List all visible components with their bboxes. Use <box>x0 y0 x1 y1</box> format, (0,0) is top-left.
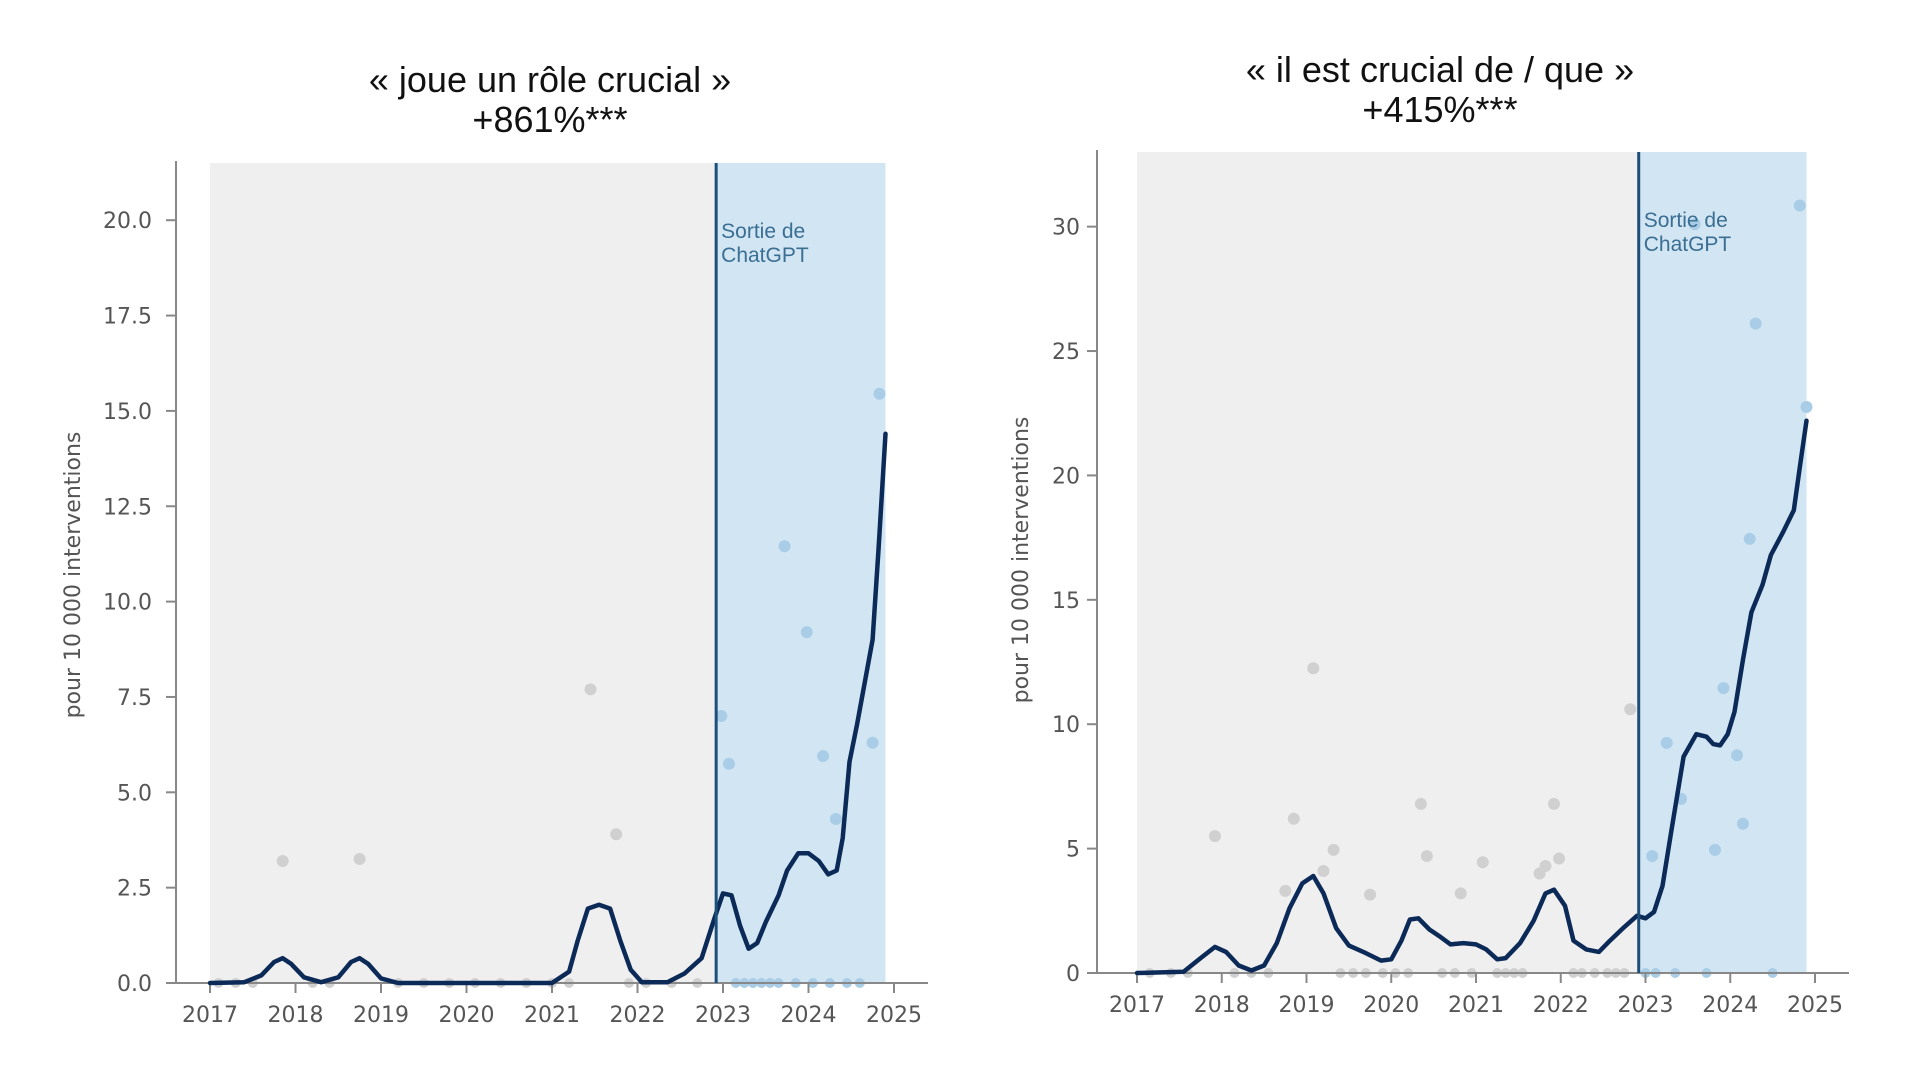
release-annotation-line: Sortie de <box>721 220 805 243</box>
x-tick-label: 2025 <box>866 1003 922 1028</box>
chart-subtitle-text: +415%*** <box>1362 89 1518 130</box>
scatter-point-pre <box>584 683 597 696</box>
scatter-point-pre <box>276 854 289 867</box>
scatter-point-post <box>829 813 842 825</box>
x-tick-label: 2024 <box>781 1003 837 1028</box>
scatter-point-pre <box>1327 843 1340 856</box>
y-tick-label: 5.0 <box>117 781 152 806</box>
scatter-point-pre <box>1317 864 1330 877</box>
scatter-point-post <box>1749 317 1762 330</box>
scatter-point-pre <box>1553 852 1566 865</box>
scatter-point-post <box>1736 817 1749 830</box>
scatter-point-post <box>800 626 813 639</box>
scatter-point-pre <box>1287 812 1300 825</box>
release-annotation-line: Sortie de <box>1644 209 1728 232</box>
scatter-point-pre <box>1307 662 1320 675</box>
chart-title-right: « il est crucial de / que » +415%*** <box>1090 50 1790 130</box>
scatter-point-pre <box>1476 856 1489 869</box>
x-tick-label: 2023 <box>695 1003 751 1028</box>
x-tick-label: 2018 <box>1194 993 1250 1018</box>
scatter-point-post <box>866 736 879 749</box>
scatter-point-post <box>873 387 886 400</box>
pre-release-region <box>210 163 717 983</box>
x-tick-label: 2018 <box>268 1003 324 1028</box>
y-tick-label: 15.0 <box>103 400 152 425</box>
x-tick-label: 2017 <box>182 1003 238 1028</box>
y-tick-label: 0 <box>1066 962 1080 987</box>
scatter-point-pre <box>353 853 366 866</box>
y-tick-label: 17.5 <box>103 305 152 330</box>
scatter-point-post <box>1717 682 1730 695</box>
chart-title-text: « joue un rôle crucial » <box>368 59 732 100</box>
scatter-point-post <box>1646 850 1659 863</box>
post-release-region <box>1638 152 1807 973</box>
scatter-point-post <box>1660 736 1673 749</box>
smoothed-trend-line <box>207 431 888 986</box>
scatter-point-post <box>1793 199 1806 212</box>
x-tick-label: 2019 <box>1279 993 1335 1018</box>
y-tick-label: 5 <box>1066 838 1080 863</box>
x-tick-label: 2020 <box>439 1003 495 1028</box>
scatter-point-post <box>1731 749 1744 762</box>
chart-title-text: « il est crucial de / que » <box>1245 49 1635 90</box>
y-tick-label: 15 <box>1052 589 1080 614</box>
scatter-point-post <box>778 540 791 553</box>
y-tick-label: 20 <box>1052 464 1080 489</box>
y-tick-label: 30 <box>1052 216 1080 241</box>
y-tick-label: 2.5 <box>117 877 152 902</box>
y-tick-label: 0.0 <box>117 972 152 997</box>
scatter-point-post <box>1688 218 1701 231</box>
release-annotation-line: ChatGPT <box>721 244 809 267</box>
y-tick-label: 7.5 <box>117 686 152 711</box>
scatter-point-post <box>817 750 830 763</box>
release-annotation-line: ChatGPT <box>1644 233 1732 256</box>
scatter-point-pre <box>610 828 623 841</box>
scatter-point-pre <box>1454 887 1467 900</box>
x-tick-label: 2024 <box>1702 993 1758 1018</box>
x-tick-label: 2022 <box>1533 993 1589 1018</box>
y-tick-label: 10.0 <box>103 591 152 616</box>
x-tick-label: 2021 <box>524 1003 580 1028</box>
chart-subtitle-text: +861%*** <box>472 99 628 140</box>
y-axis-label: pour 10 000 interventions <box>1009 417 1034 704</box>
chart-panel-left: « joue un rôle crucial » +861%*** 0.0 2.5… <box>61 60 928 1028</box>
chart-title-left: « joue un rôle crucial » +861%*** <box>200 60 900 140</box>
scatter-point-pre <box>1364 888 1377 901</box>
scatter-point-post <box>722 757 735 770</box>
y-axis-label: pour 10 000 interventions <box>61 432 86 719</box>
scatter-point-post <box>1800 401 1813 414</box>
scatter-point-pre <box>1414 797 1427 810</box>
x-tick-label: 2021 <box>1448 993 1504 1018</box>
scatter-point-pre <box>1279 884 1292 897</box>
x-tick-label: 2025 <box>1787 993 1843 1018</box>
y-tick-label: 25 <box>1052 340 1080 365</box>
x-tick-label: 2017 <box>1109 993 1165 1018</box>
pre-release-region <box>1137 152 1639 973</box>
smoothed-trend-line <box>1134 418 1809 976</box>
x-tick-label: 2019 <box>353 1003 409 1028</box>
scatter-point-pre <box>1208 830 1221 843</box>
scatter-point-post <box>715 710 728 723</box>
y-tick-label: 20.0 <box>103 209 152 234</box>
scatter-point-post <box>1708 843 1721 856</box>
scatter-point-pre <box>1420 850 1433 863</box>
x-tick-label: 2020 <box>1363 993 1419 1018</box>
x-tick-label: 2023 <box>1618 993 1674 1018</box>
y-tick-label: 10 <box>1052 713 1080 738</box>
x-tick-label: 2022 <box>610 1003 666 1028</box>
post-release-region <box>716 163 886 983</box>
chart-panel-right: « il est crucial de / que » +415%*** 0 5 1… <box>960 0 1920 1080</box>
y-tick-label: 12.5 <box>103 495 152 520</box>
scatter-point-post <box>1743 532 1756 545</box>
scatter-point-pre <box>1624 703 1637 716</box>
scatter-point-pre <box>1539 860 1552 873</box>
scatter-point-pre <box>1547 797 1560 810</box>
chart-plot-left: 0.0 2.5 5.0 7.5 10.0 12.5 15.0 17.5 20.0 2017 2018… <box>61 161 928 1028</box>
